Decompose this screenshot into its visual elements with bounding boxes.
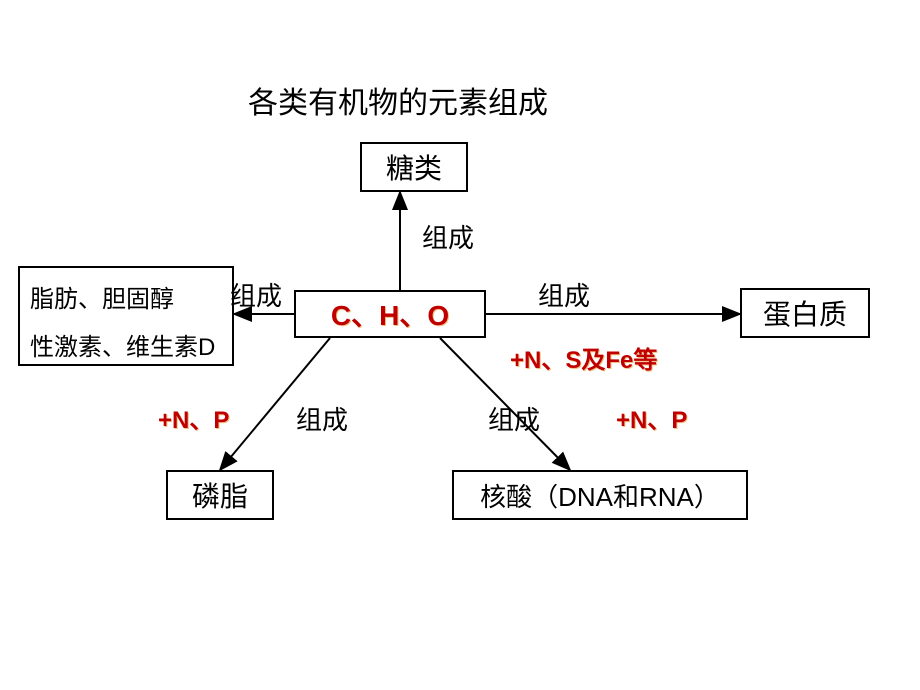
node-nucleic-acid-label: 核酸（DNA和RNA） bbox=[480, 477, 720, 514]
node-lipids: 脂肪、胆固醇 性激素、维生素D bbox=[18, 266, 234, 366]
node-sugar: 糖类 bbox=[360, 142, 468, 192]
edge-label-right: 组成 bbox=[538, 276, 590, 313]
center-node: C、H、O bbox=[294, 290, 486, 338]
edge-label-br: 组成 bbox=[488, 400, 540, 437]
node-lipids-line1: 脂肪、胆固醇 bbox=[30, 276, 222, 324]
annotation-right: +N、S及Fe等 bbox=[510, 340, 657, 375]
node-sugar-label: 糖类 bbox=[386, 147, 442, 187]
annotation-br: +N、P bbox=[616, 400, 687, 435]
node-phospholipid: 磷脂 bbox=[166, 470, 274, 520]
diagram-title: 各类有机物的元素组成 bbox=[248, 78, 548, 122]
edge-label-left: 组成 bbox=[230, 276, 282, 313]
annotation-bl: +N、P bbox=[158, 400, 229, 435]
node-nucleic-acid: 核酸（DNA和RNA） bbox=[452, 470, 748, 520]
node-protein: 蛋白质 bbox=[740, 288, 870, 338]
center-node-label: C、H、O bbox=[331, 294, 449, 334]
edge-label-up: 组成 bbox=[422, 218, 474, 255]
edge-label-bl: 组成 bbox=[296, 400, 348, 437]
node-protein-label: 蛋白质 bbox=[763, 293, 847, 333]
node-phospholipid-label: 磷脂 bbox=[192, 475, 248, 515]
node-lipids-line2: 性激素、维生素D bbox=[30, 324, 222, 372]
